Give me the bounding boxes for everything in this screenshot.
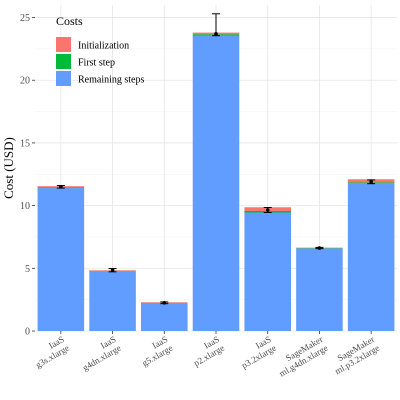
y-tick-label-1: 5 (25, 264, 30, 275)
y-tick-label-4: 20 (20, 76, 30, 87)
error-point-0 (59, 185, 63, 189)
legend-label-1: First step (78, 58, 115, 69)
legend-key-2 (56, 71, 71, 86)
error-point-3 (214, 32, 218, 36)
bar-2-series-0 (141, 303, 188, 331)
legend-title: Costs (56, 14, 83, 28)
y-axis-title: Cost (USD) (1, 137, 16, 199)
error-point-4 (265, 208, 270, 212)
error-point-2 (162, 300, 167, 305)
error-point-6 (369, 179, 373, 184)
legend-key-0 (56, 37, 71, 52)
bar-5-series-0 (296, 248, 343, 331)
legend: Costs Initialization First step Remaining … (56, 14, 144, 86)
y-tick-label-2: 10 (20, 201, 30, 212)
bar-0-series-0 (37, 188, 85, 331)
bar-3-series-0 (192, 35, 240, 331)
legend-label-0: Initialization (78, 41, 129, 52)
bar-6-series-0 (347, 183, 395, 331)
error-bars (56, 13, 376, 305)
y-tick-label-0: 0 (25, 327, 30, 338)
legend-label-2: Remaining steps (78, 75, 144, 86)
y-tick-label-5: 25 (20, 13, 30, 24)
y-tick-label-3: 15 (20, 138, 30, 149)
bar-4-series-0 (244, 212, 291, 331)
error-point-5 (317, 246, 322, 250)
bar-1-series-0 (89, 271, 136, 331)
legend-key-1 (56, 54, 71, 69)
y-axis: 0 5 10 15 20 25 (20, 13, 35, 338)
error-point-1 (110, 268, 115, 272)
